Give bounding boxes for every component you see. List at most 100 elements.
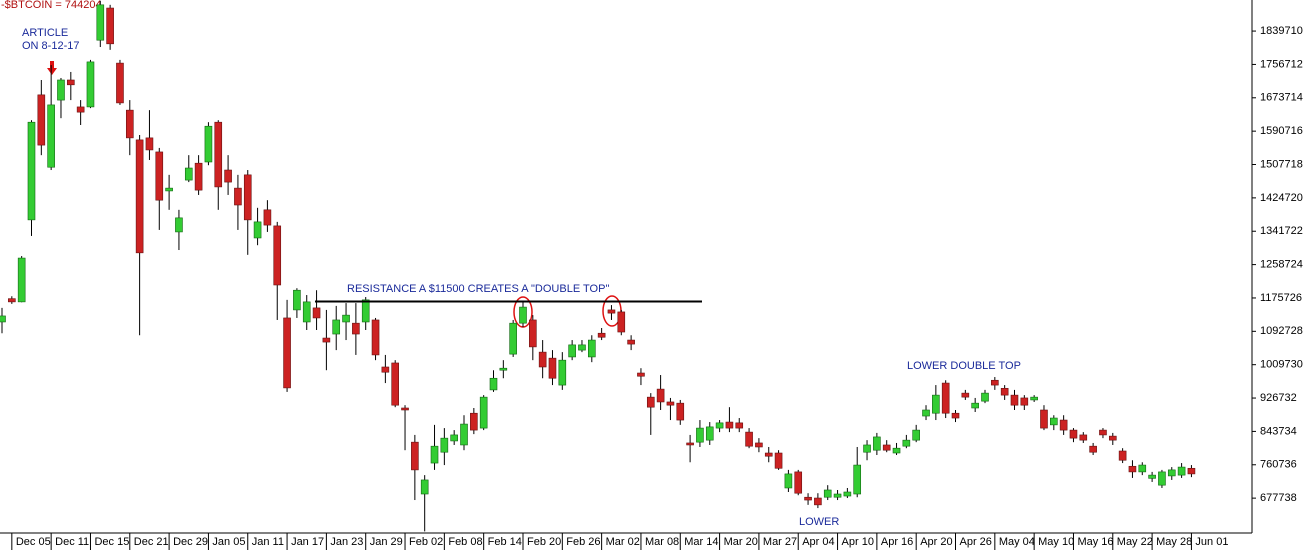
candle-body-up [27, 121, 36, 221]
candle-body-down [755, 442, 763, 448]
candle-body-up [1050, 417, 1058, 426]
x-tick-label: Dec 21 [134, 536, 169, 548]
annotation: LOWER DOUBLE TOP [907, 360, 1021, 372]
candle-body-up [853, 464, 862, 495]
candle-body-down [617, 311, 626, 333]
candle-body-up [17, 257, 26, 303]
x-tick-label: Dec 15 [94, 536, 129, 548]
candle-body-up [96, 4, 105, 41]
x-tick-label: Apr 04 [802, 536, 834, 548]
candle-body-down [774, 452, 783, 469]
x-tick-label: Mar 08 [645, 536, 679, 548]
candle-body-up [1158, 471, 1166, 486]
candle-body-up [912, 429, 920, 441]
y-tick-label: 1839710 [1260, 25, 1303, 37]
candle-body-down [243, 174, 252, 221]
candle-body-down [194, 162, 203, 191]
candle-body-down [646, 396, 655, 408]
candle-body-up [175, 217, 183, 233]
candle-body-up [450, 434, 458, 442]
candle-body-up [981, 392, 989, 402]
candle-body-down [135, 139, 144, 254]
x-tick-label: Feb 08 [448, 536, 482, 548]
candle-body-up [420, 479, 429, 495]
y-tick-label: 1092728 [1260, 325, 1303, 337]
candle-body-down [538, 351, 547, 368]
x-tick-label: May 04 [999, 536, 1035, 548]
x-tick-label: Apr 16 [881, 536, 913, 548]
y-tick-label: 1673714 [1260, 92, 1303, 104]
candle-body-up [568, 344, 576, 358]
y-tick-label: 1258724 [1260, 259, 1303, 271]
candle-body-up [165, 187, 173, 192]
candle-body-up [479, 396, 488, 429]
arrow [47, 61, 57, 75]
x-tick-label: Mar 02 [606, 536, 640, 548]
candle-body-down [224, 169, 232, 183]
candle-body-up [204, 125, 213, 163]
x-tick-label: Dec 11 [55, 536, 89, 548]
y-tick-label: 1175726 [1260, 292, 1302, 304]
candle-body-down [76, 106, 85, 113]
candle-body-up [892, 447, 901, 454]
y-tick-label: 760736 [1260, 459, 1297, 471]
candle-body-down [411, 441, 419, 471]
candle-body-up [440, 437, 449, 453]
candle-body-up [578, 344, 586, 351]
x-tick-label: Feb 14 [488, 536, 522, 548]
x-tick-label: Apr 10 [842, 536, 874, 548]
candle-body-up [499, 367, 508, 371]
candle-body-up [863, 444, 871, 453]
annotation: RESISTANCE A $11500 CREATES A "DOUBLE TO… [347, 283, 609, 295]
y-tick-label: 926732 [1260, 392, 1297, 404]
candle-body-up [843, 491, 852, 497]
y-tick-label: 1341722 [1260, 225, 1303, 237]
x-tick-label: Jan 11 [252, 536, 284, 548]
candle-body-down [67, 79, 75, 86]
candle-body-up [971, 402, 979, 409]
candle-body-up [342, 314, 350, 323]
candle-body-down [735, 422, 744, 429]
candle-body-up [0, 315, 6, 323]
candle-body-up [1030, 396, 1038, 401]
candle-body-down [1128, 465, 1137, 473]
candle-body-down [794, 471, 803, 494]
x-tick-label: Jun 01 [1195, 536, 1228, 548]
candle-body-up [332, 319, 341, 335]
candle-body-down [1079, 434, 1088, 441]
candle-body-down [991, 379, 999, 386]
candle-body-down [745, 431, 753, 447]
candle-body-down [470, 412, 478, 431]
candle-body-up [784, 473, 793, 489]
candle-body-down [381, 366, 390, 373]
candle-body-down [155, 151, 164, 201]
y-tick-label: 1009730 [1260, 359, 1303, 371]
candle-body-down [352, 322, 360, 335]
candle-body-down [725, 421, 734, 429]
candle-body-up [302, 301, 311, 323]
candle-body-up [184, 167, 193, 181]
x-tick-label: Jan 23 [330, 536, 363, 548]
candle-body-up [823, 489, 832, 498]
candle-body-up [1177, 466, 1186, 476]
candle-body-down [283, 317, 291, 389]
candle-body-up [902, 439, 911, 447]
candle-body-down [106, 7, 114, 45]
x-tick-label: May 16 [1077, 536, 1113, 548]
candle-body-down [951, 412, 960, 419]
candle-body-down [686, 442, 694, 446]
candle-body-down [961, 392, 970, 398]
candle-body-down [116, 62, 124, 104]
candle-body-up [47, 104, 55, 168]
x-tick-label: Jan 17 [291, 536, 324, 548]
candle-body-up [460, 423, 468, 446]
candle-body-up [932, 394, 940, 414]
candle-body-down [882, 444, 891, 451]
y-tick-label: 1424720 [1260, 192, 1303, 204]
candle-body-up [1148, 474, 1156, 479]
candle-body-up [833, 493, 842, 498]
candle-body-down [627, 339, 635, 345]
candle-body-down [637, 372, 645, 377]
x-tick-label: Jan 29 [370, 536, 403, 548]
